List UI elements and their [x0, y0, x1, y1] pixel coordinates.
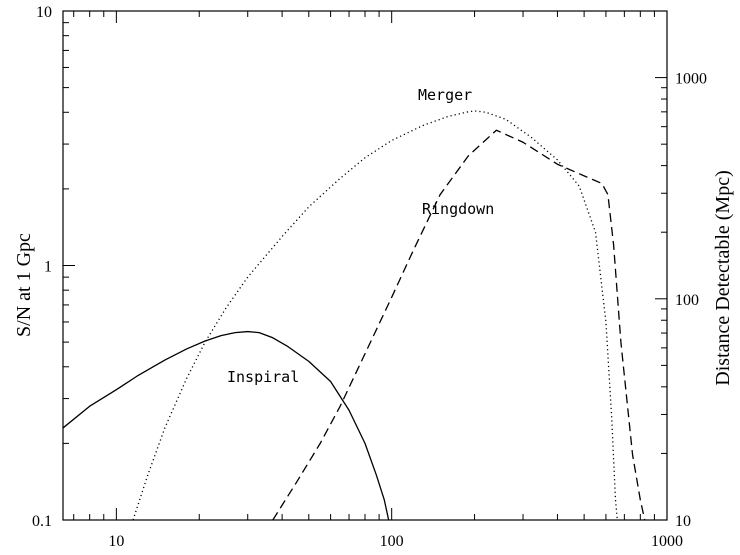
y2-axis-label: Distance Detectable (Mpc)	[712, 170, 734, 385]
x-tick-label: 10	[108, 533, 124, 550]
x-tick-label: 1000	[651, 533, 683, 550]
y-tick-label: 10	[36, 4, 52, 21]
y-tick-label: 0.1	[32, 513, 52, 530]
y-axis-label: S/N at 1 Gpc	[13, 233, 35, 337]
x-tick-label: 100	[380, 533, 404, 550]
tick-labels: 10 100 1000 0.1 1 10 10 100 1000	[32, 4, 707, 550]
y2-tick-label: 1000	[675, 71, 707, 88]
annotation-inspiral: Inspiral	[227, 368, 299, 386]
curves	[62, 110, 646, 521]
annotation-ringdown: Ringdown	[422, 200, 494, 218]
series-line-ringdown	[272, 129, 646, 521]
axis-ticks	[63, 10, 668, 521]
series-line-merger	[132, 110, 618, 521]
y2-tick-label: 10	[675, 513, 691, 530]
y2-tick-label: 100	[675, 292, 699, 309]
series-line-inspiral	[62, 330, 390, 521]
y-tick-label: 1	[44, 259, 52, 276]
annotation-merger: Merger	[418, 86, 472, 104]
